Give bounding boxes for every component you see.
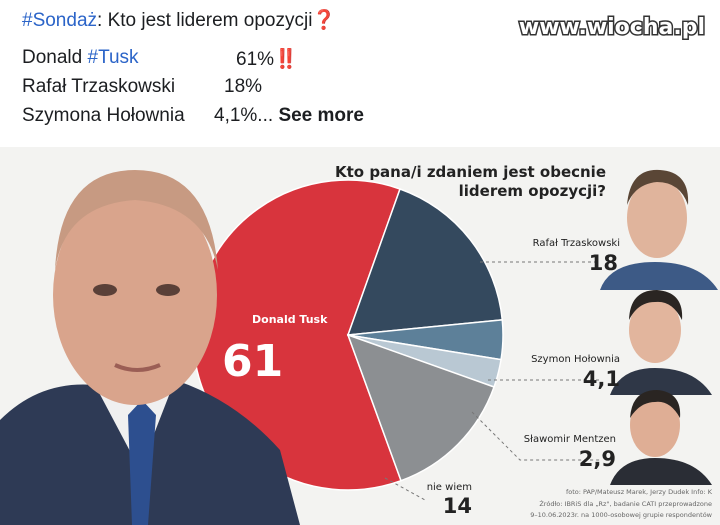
pie-slice <box>346 333 495 482</box>
slice-label: Sławomir Mentzen <box>524 434 616 445</box>
photo-holownia <box>610 290 712 395</box>
post-line: Szymona Hołownia <box>22 105 185 126</box>
slice-value: 18 <box>589 251 618 275</box>
post-value: 18% <box>224 76 263 97</box>
pie-slice <box>346 188 504 336</box>
post-value: 61%‼️ <box>236 49 298 70</box>
value: 4,1%... <box>214 105 274 126</box>
source: 9–10.06.2023r. na 1000-osobowej grupie r… <box>530 511 712 519</box>
name: Donald <box>22 47 88 68</box>
post-line: Donald #Tusk <box>22 47 139 69</box>
source: Źródło: IBRiS dla „Rz", badanie CATI prz… <box>539 499 712 508</box>
photo-trzaskowski <box>600 169 718 290</box>
post-line: Rafał Trzaskowski <box>22 76 176 97</box>
source: foto: PAP/Mateusz Marek, Jerzy Dudek Inf… <box>566 488 713 496</box>
slice-value: 14 <box>443 494 472 518</box>
hashtag[interactable]: #Tusk <box>87 47 139 68</box>
post-title-row: #Sondaż: Kto jest liderem opozycji❓ <box>22 8 336 32</box>
pie <box>192 179 504 491</box>
post-title: : Kto jest liderem opozycji❓ <box>97 10 337 31</box>
see-more[interactable]: See more <box>278 105 364 126</box>
slice-value: 4,1 <box>583 367 620 391</box>
hashtag[interactable]: #Sondaż <box>22 10 98 31</box>
chart-title: liderem opozycji? <box>459 182 606 200</box>
post-value: 4,1%... See more <box>214 105 364 127</box>
leaders <box>384 261 600 501</box>
chart-title: Kto pana/i zdaniem jest obecnie <box>335 163 606 181</box>
slice-label: Rafał Trzaskowski <box>533 238 620 249</box>
slice-value: 61 <box>222 336 283 387</box>
slice-label: Szymon Hołownia <box>531 354 620 365</box>
photo-tusk <box>0 170 300 525</box>
slice-label: nie wiem <box>427 482 472 493</box>
photo-mentzen <box>610 390 712 485</box>
watermark: www.wiocha.pl <box>519 15 705 40</box>
slice-label: Donald Tusk <box>252 313 328 326</box>
slice-value: 2,9 <box>579 447 616 471</box>
